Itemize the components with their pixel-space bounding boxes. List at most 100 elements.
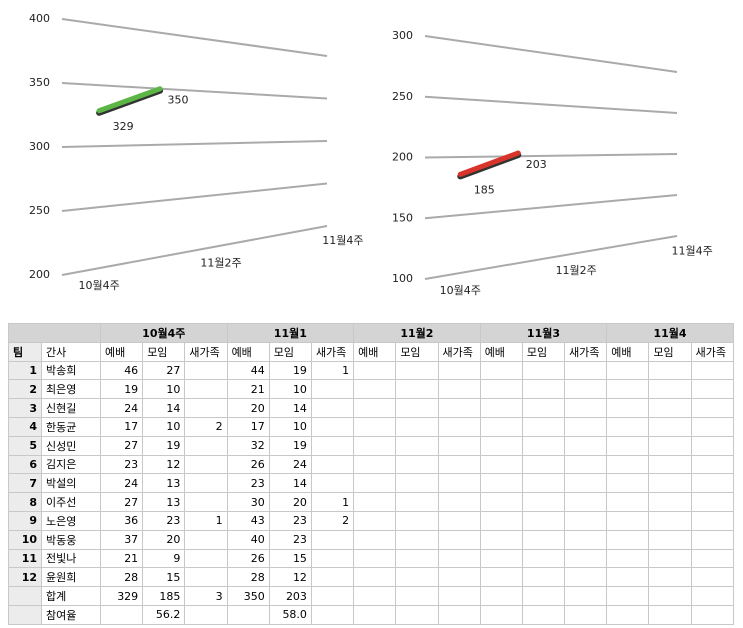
table-cell: 24 — [99, 473, 144, 494]
column-header: 예배 — [606, 341, 650, 362]
data-label: 203 — [526, 158, 547, 171]
table-row: 8 이주선 27 13 30 20 1 — [8, 492, 734, 512]
table-cell — [353, 567, 397, 588]
table-cell: 40 — [226, 529, 270, 550]
table-cell — [521, 567, 566, 588]
table-cell — [564, 435, 608, 456]
y-tick-label: 350 — [29, 76, 50, 89]
table-cell: 2 — [184, 416, 228, 437]
table-cell: 17 — [99, 416, 144, 437]
team-cell: 3 — [8, 398, 42, 418]
team-cell: 5 — [8, 435, 42, 456]
table-cell: 350 — [226, 586, 270, 606]
table-cell: 23 — [268, 529, 312, 550]
table-cell: 14 — [142, 398, 186, 418]
group-header: 11월2 — [353, 323, 481, 343]
data-label: 350 — [168, 94, 189, 107]
table-cell — [690, 379, 734, 400]
grid-line — [61, 140, 328, 148]
grid-line — [424, 235, 678, 280]
team-cell: 7 — [8, 473, 42, 494]
column-header: 모임 — [268, 341, 312, 362]
table-cell — [395, 567, 439, 588]
table-row: 1 박송희 46 27 44 19 1 — [8, 360, 734, 381]
data-table: 10월4주 11월1 11월2 11월3 11월4 팀 간사 예배 모임 새가족 예배 모임 새가족 예배… — [8, 323, 734, 625]
table-cell — [310, 398, 355, 418]
table-cell — [310, 379, 355, 400]
x-tick-label: 11월4주 — [322, 234, 363, 247]
table-cell — [395, 435, 439, 456]
table-cell: 1 — [310, 492, 355, 512]
group-header: 10월4주 — [100, 323, 228, 343]
column-header: 새가족 — [690, 341, 734, 362]
table-cell: 24 — [99, 398, 144, 418]
data-label: 185 — [474, 183, 495, 196]
table-cell: 20 — [142, 529, 186, 550]
table-cell — [648, 586, 692, 606]
table-row: 11 전빛나 21 9 26 15 — [8, 548, 734, 569]
table-cell — [479, 586, 523, 606]
table-cell — [437, 604, 481, 625]
team-cell: 8 — [8, 492, 42, 512]
table-cell — [606, 567, 650, 588]
table-cell: 23 — [99, 454, 144, 475]
table-cell — [648, 567, 692, 588]
table-cell: 이주선 — [41, 492, 101, 512]
table-row: 6 김지은 23 12 26 24 — [8, 454, 734, 475]
table-cell — [479, 360, 523, 381]
table-cell — [564, 454, 608, 475]
table-cell: 윤원희 — [41, 567, 101, 588]
y-tick-label: 250 — [29, 204, 50, 217]
table-cell — [564, 586, 608, 606]
table-cell — [184, 492, 228, 512]
table-row: 2 최은영 19 10 21 10 — [8, 379, 734, 400]
table-cell — [353, 492, 397, 512]
table-cell: 329 — [99, 586, 144, 606]
table-cell — [437, 454, 481, 475]
table-cell: 박동웅 — [41, 529, 101, 550]
table-cell: 최은영 — [41, 379, 101, 400]
table-cell: 9 — [142, 548, 186, 569]
table-cell — [437, 379, 481, 400]
table-cell: 20 — [226, 398, 270, 418]
table-cell — [184, 548, 228, 569]
table-cell: 19 — [268, 435, 312, 456]
table-cell: 23 — [268, 510, 312, 531]
table-cell — [353, 604, 397, 625]
grid-line — [61, 82, 328, 100]
table-cell — [648, 398, 692, 418]
table-cell — [226, 604, 270, 625]
table-cell — [606, 360, 650, 381]
table-cell: 24 — [268, 454, 312, 475]
table-cell — [479, 454, 523, 475]
table-cell: 26 — [226, 454, 270, 475]
table-cell — [437, 529, 481, 550]
table-cell — [564, 604, 608, 625]
table-cell — [310, 473, 355, 494]
table-cell: 36 — [99, 510, 144, 531]
column-header: 팀 — [8, 341, 42, 362]
table-cell — [353, 454, 397, 475]
column-header: 예배 — [99, 341, 144, 362]
table-cell — [690, 360, 734, 381]
grid-line — [61, 182, 328, 212]
table-cell: 203 — [268, 586, 312, 606]
table-cell — [521, 454, 566, 475]
table-cell — [395, 473, 439, 494]
column-header: 새가족 — [437, 341, 481, 362]
table-cell: 15 — [142, 567, 186, 588]
table-cell: 27 — [142, 360, 186, 381]
table-cell — [479, 435, 523, 456]
table-cell: 박송희 — [41, 360, 101, 381]
table-cell — [564, 473, 608, 494]
team-cell — [8, 604, 42, 625]
table-cell: 28 — [99, 567, 144, 588]
table-cell — [479, 529, 523, 550]
table-cell — [521, 510, 566, 531]
table-row: 10 박동웅 37 20 40 23 — [8, 529, 734, 550]
table-cell: 노은영 — [41, 510, 101, 531]
table-cell — [353, 473, 397, 494]
table-cell: 1 — [310, 360, 355, 381]
table-cell: 27 — [99, 492, 144, 512]
table-cell: 17 — [226, 416, 270, 437]
